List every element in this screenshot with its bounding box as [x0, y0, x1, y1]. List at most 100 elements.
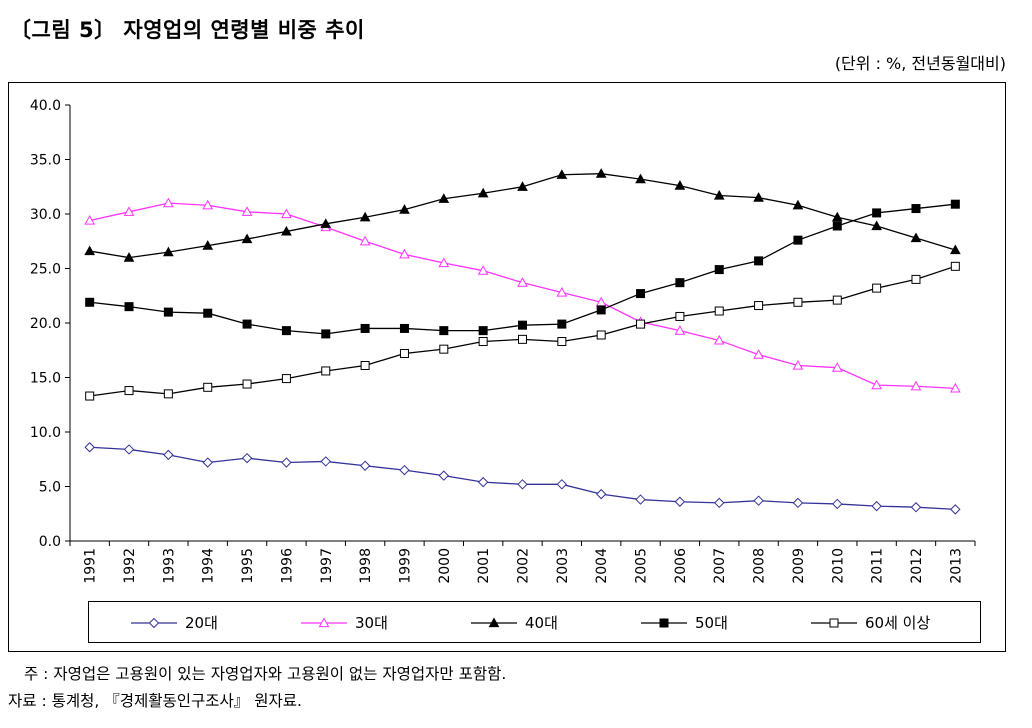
- y-tick-label: 35.0: [30, 153, 61, 169]
- x-tick-label: 2013: [948, 548, 964, 584]
- y-tick-labels: 0.0 5.0 10.0 15.0 20.0 25.0 30.0 35.0 40.0: [30, 98, 61, 550]
- data-point: [872, 208, 882, 218]
- y-tick-label: 30.0: [30, 207, 61, 223]
- legend-label: 30대: [355, 614, 388, 632]
- data-point: [871, 220, 882, 231]
- data-point: [595, 488, 607, 500]
- unit-label: (단위 : %, 전년동월대비): [834, 54, 1006, 73]
- axes: [65, 104, 976, 546]
- x-tick-label: 1996: [279, 548, 295, 584]
- legend-item: 50대: [641, 614, 728, 632]
- data-point: [281, 208, 292, 219]
- data-point: [399, 464, 410, 476]
- y-tick-label: 15.0: [30, 371, 61, 387]
- data-point: [518, 334, 527, 344]
- x-tick-label: 1998: [358, 548, 374, 584]
- data-point: [439, 344, 449, 354]
- data-point: [321, 329, 331, 339]
- x-tick-label: 2009: [791, 548, 807, 584]
- x-tick-label: 1991: [83, 548, 99, 584]
- data-point: [753, 349, 764, 359]
- data-point: [124, 302, 134, 312]
- data-point: [713, 334, 725, 345]
- series-layer: [84, 168, 961, 515]
- data-point: [674, 180, 686, 190]
- x-tick-label: 1992: [122, 548, 138, 584]
- data-point: [203, 382, 213, 392]
- legend-label: 20대: [185, 614, 218, 632]
- series-line: [89, 203, 956, 335]
- data-point: [202, 457, 213, 468]
- data-point: [84, 215, 96, 225]
- data-point: [518, 320, 527, 330]
- data-point: [910, 502, 922, 513]
- series-5: [85, 261, 960, 401]
- x-tick-label: 2005: [634, 548, 650, 584]
- data-point: [360, 361, 370, 371]
- data-point: [910, 232, 922, 243]
- x-tick-label: 2011: [870, 548, 886, 584]
- data-point: [123, 252, 135, 262]
- x-tick-label: 2004: [594, 548, 610, 584]
- data-point: [674, 496, 686, 507]
- data-point: [84, 245, 96, 256]
- data-point: [399, 349, 409, 359]
- chart-frame: [8, 82, 1006, 652]
- data-point: [911, 204, 921, 214]
- x-tick-label: 2002: [516, 548, 532, 584]
- data-point: [477, 476, 489, 488]
- source-note: 자료 : 통계청, 『경제활동인구조사』 원자료.: [8, 692, 302, 710]
- data-point: [359, 235, 371, 246]
- data-point: [636, 319, 646, 329]
- legend-label: 60세 이상: [865, 614, 930, 632]
- x-tick-label: 2003: [555, 548, 571, 584]
- data-point: [123, 444, 135, 455]
- data-point: [439, 326, 449, 336]
- data-point: [85, 391, 95, 401]
- chart-title: 〔그림 5〕 자영업의 연령별 비중 추이: [10, 18, 365, 42]
- data-point: [596, 305, 606, 315]
- series-1: [84, 442, 961, 515]
- data-point: [438, 470, 450, 481]
- series-3: [84, 168, 961, 262]
- y-tick-label: 40.0: [30, 98, 61, 114]
- legend-label: 50대: [695, 614, 728, 632]
- data-point: [241, 206, 253, 216]
- data-point: [85, 297, 95, 307]
- data-point: [792, 497, 804, 509]
- y-tick-label: 20.0: [30, 316, 61, 332]
- data-point: [359, 460, 371, 471]
- data-point: [477, 187, 489, 198]
- data-point: [753, 192, 764, 202]
- data-point: [242, 379, 252, 389]
- x-tick-label: 1997: [319, 548, 335, 584]
- y-tick-label: 0.0: [39, 534, 61, 550]
- y-tick-label: 25.0: [30, 262, 61, 278]
- data-point: [517, 181, 528, 191]
- legend-marker: [148, 617, 160, 629]
- data-point: [635, 173, 646, 184]
- data-point: [399, 323, 409, 333]
- data-point: [438, 193, 450, 203]
- data-point: [636, 289, 646, 299]
- data-point: [202, 240, 214, 250]
- legend-marker: [829, 618, 839, 628]
- data-point: [320, 218, 332, 228]
- data-point: [832, 221, 842, 231]
- data-point: [163, 246, 174, 257]
- y-tick-label: 5.0: [39, 480, 61, 496]
- series-4: [85, 199, 960, 339]
- data-point: [871, 379, 882, 390]
- data-point: [241, 452, 253, 464]
- legend-item: 60세 이상: [811, 614, 930, 632]
- data-point: [911, 274, 921, 284]
- data-point: [831, 211, 843, 222]
- data-point: [674, 325, 686, 335]
- data-point: [478, 326, 488, 336]
- legend-marker: [488, 617, 500, 628]
- x-tick-label: 2008: [752, 548, 768, 584]
- data-point: [281, 225, 292, 236]
- data-point: [675, 278, 685, 288]
- data-point: [793, 297, 803, 307]
